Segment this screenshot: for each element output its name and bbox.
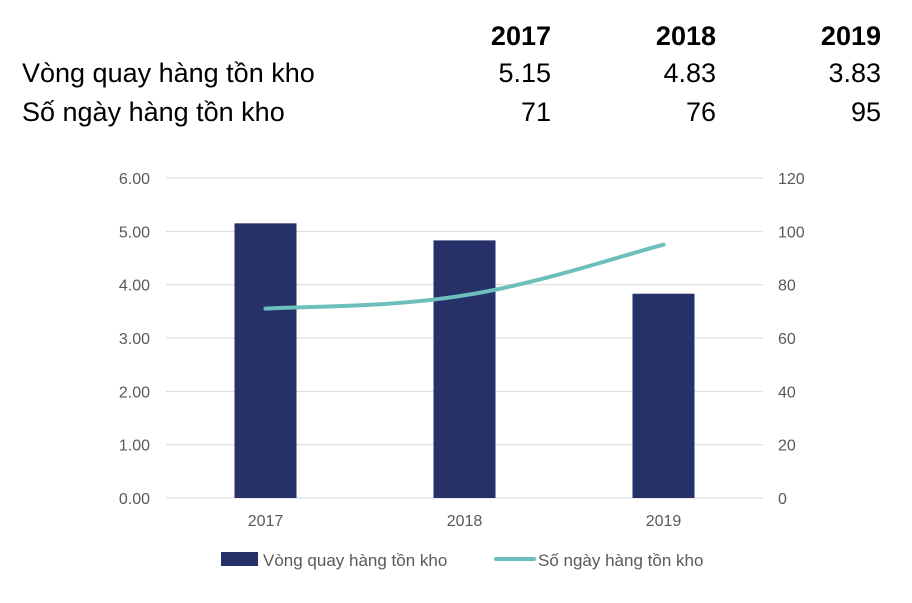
- series-line: [263, 242, 666, 311]
- legend-label: Số ngày hàng tồn kho: [538, 551, 703, 570]
- summary-table: 2017 2018 2019 Vòng quay hàng tồn kho 5.…: [0, 0, 912, 140]
- x-tick-label: 2019: [646, 513, 682, 530]
- right-tick-label: 40: [778, 384, 796, 401]
- legend: Vòng quay hàng tồn kho Số ngày hàng tồn k…: [221, 551, 703, 570]
- left-tick-label: 0.00: [119, 491, 150, 508]
- left-tick-label: 1.00: [119, 438, 150, 455]
- left-tick-label: 4.00: [119, 278, 150, 295]
- table-cell: 71: [520, 97, 551, 127]
- table-cell: 4.83: [663, 58, 716, 88]
- table-header-year: 2018: [655, 21, 716, 51]
- left-tick-label: 3.00: [119, 331, 150, 348]
- table-cell: 5.15: [498, 58, 551, 88]
- left-tick-label: 2.00: [119, 384, 150, 401]
- bar: [632, 293, 695, 498]
- legend-swatch-bar: [221, 552, 258, 566]
- x-axis-ticks: 2017 2018 2019: [248, 513, 682, 530]
- line-series: [263, 242, 666, 311]
- table-row-label: Số ngày hàng tồn kho: [22, 97, 285, 127]
- left-axis-ticks: 0.00 1.00 2.00 3.00 4.00 5.00 6.00: [119, 171, 150, 508]
- table-row-label: Vòng quay hàng tồn kho: [22, 58, 315, 88]
- bar: [433, 240, 496, 498]
- table-cell: 3.83: [828, 58, 881, 88]
- table-cell: 95: [850, 97, 881, 127]
- table-header-year: 2017: [490, 21, 551, 51]
- x-tick-label: 2018: [447, 513, 483, 530]
- bars: [234, 223, 695, 499]
- right-tick-label: 60: [778, 331, 796, 348]
- legend-label: Vòng quay hàng tồn kho: [263, 551, 447, 570]
- bar: [234, 223, 297, 499]
- table-cell: 76: [685, 97, 716, 127]
- x-tick-label: 2017: [248, 513, 284, 530]
- table-header-year: 2019: [820, 21, 881, 51]
- right-tick-label: 80: [778, 278, 796, 295]
- right-axis-ticks: 0 20 40 60 80 100 120: [778, 171, 805, 508]
- right-tick-label: 0: [778, 491, 787, 508]
- right-tick-label: 100: [778, 224, 805, 241]
- right-tick-label: 120: [778, 171, 805, 188]
- left-tick-label: 6.00: [119, 171, 150, 188]
- right-tick-label: 20: [778, 438, 796, 455]
- left-tick-label: 5.00: [119, 224, 150, 241]
